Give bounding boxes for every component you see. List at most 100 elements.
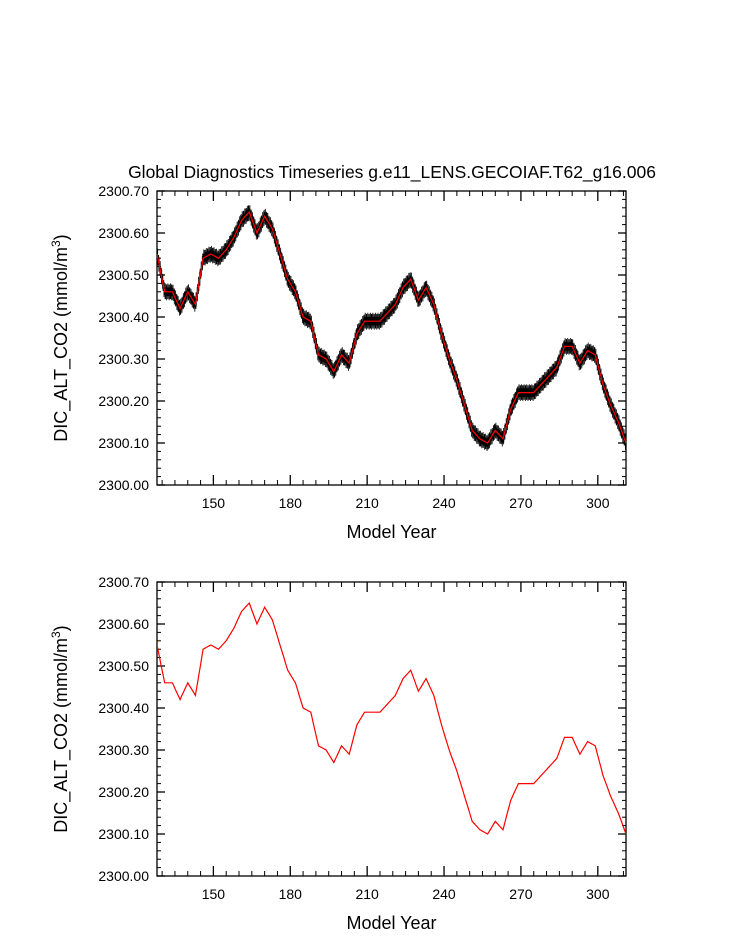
data-point	[464, 796, 465, 797]
data-point	[256, 623, 257, 624]
data-point	[610, 405, 611, 406]
data-point	[410, 279, 411, 280]
series-line-annual-mean	[157, 210, 626, 444]
x-tick-label: 240	[432, 886, 456, 902]
data-point	[372, 321, 373, 322]
data-point	[441, 333, 442, 334]
data-point	[295, 682, 296, 683]
data-point	[295, 291, 296, 292]
data-point	[410, 670, 411, 671]
data-point	[525, 783, 526, 784]
data-point	[349, 754, 350, 755]
y-tick-label: 2300.70	[98, 183, 149, 199]
data-point	[464, 405, 465, 406]
data-point	[387, 703, 388, 704]
data-point	[495, 821, 496, 822]
y-tick-label: 2300.30	[98, 742, 149, 758]
data-point	[256, 232, 257, 233]
data-point	[518, 783, 519, 784]
series-line-annual-mean	[157, 601, 626, 835]
data-point	[249, 211, 250, 212]
plot-frame	[156, 190, 627, 486]
data-point	[433, 304, 434, 305]
data-point	[187, 682, 188, 683]
data-point	[502, 829, 503, 830]
top-panel: 150 180 210 240 270 300 2300.00 2300.10 2300.20 2…	[49, 183, 627, 542]
y-axis-label-main: DIC_ALT_CO2 (mmol/m	[51, 638, 72, 833]
data-point	[364, 321, 365, 322]
data-point	[179, 699, 180, 700]
data-point	[449, 358, 450, 359]
x-tick-label: 180	[279, 886, 303, 902]
data-point	[241, 611, 242, 612]
data-point	[279, 253, 280, 254]
y-axis-label-main: DIC_ALT_CO2 (mmol/m	[51, 247, 72, 442]
data-point	[456, 770, 457, 771]
data-point	[472, 821, 473, 822]
bottom-panel: 150 180 210 240 270 300 2300.00 2300.10 2300.20 2…	[49, 574, 627, 933]
data-point	[556, 367, 557, 368]
data-point	[502, 438, 503, 439]
data-point	[318, 745, 319, 746]
data-point	[341, 745, 342, 746]
data-point	[541, 384, 542, 385]
data-point	[379, 712, 380, 713]
x-tick-label: 210	[355, 495, 379, 511]
data-point	[279, 644, 280, 645]
y-tick-label: 2300.40	[98, 700, 149, 716]
data-point	[218, 649, 219, 650]
data-point	[525, 392, 526, 393]
data-point	[510, 800, 511, 801]
y-tick-label: 2300.40	[98, 309, 149, 325]
data-point	[226, 640, 227, 641]
y-tick-label: 2300.50	[98, 658, 149, 674]
data-point	[456, 379, 457, 380]
data-point	[479, 438, 480, 439]
data-point	[618, 421, 619, 422]
data-point	[287, 279, 288, 280]
y-tick-label: 2300.30	[98, 351, 149, 367]
data-point	[241, 220, 242, 221]
data-point	[564, 346, 565, 347]
data-point	[172, 682, 173, 683]
y-tick-label: 2300.10	[98, 435, 149, 451]
data-point	[572, 346, 573, 347]
y-axis-label: DIC_ALT_CO2 (mmol/m3)	[49, 234, 72, 441]
x-axis-label: Model Year	[346, 522, 436, 542]
data-point	[187, 291, 188, 292]
data-point	[203, 649, 204, 650]
y-axis-label-close: )	[51, 625, 71, 631]
data-point	[364, 712, 365, 713]
x-tick-label: 270	[509, 495, 533, 511]
data-point	[418, 300, 419, 301]
data-point	[326, 358, 327, 359]
data-layer	[157, 601, 626, 835]
data-point	[564, 737, 565, 738]
data-point	[264, 607, 265, 608]
data-point	[264, 216, 265, 217]
data-point	[572, 737, 573, 738]
data-point	[218, 258, 219, 259]
data-point	[579, 754, 580, 755]
x-axis-label: Model Year	[346, 913, 436, 933]
data-point	[310, 321, 311, 322]
data-point	[618, 812, 619, 813]
data-point	[533, 783, 534, 784]
y-tick-label: 2300.00	[98, 868, 149, 884]
data-point	[579, 363, 580, 364]
data-point	[441, 724, 442, 725]
data-point	[210, 644, 211, 645]
y-tick-label: 2300.60	[98, 225, 149, 241]
data-point	[379, 321, 380, 322]
data-point	[533, 392, 534, 393]
data-point	[510, 409, 511, 410]
y-tick-label: 2300.20	[98, 393, 149, 409]
y-axis-label-close: )	[51, 234, 71, 240]
data-point	[602, 384, 603, 385]
data-point	[302, 707, 303, 708]
data-point	[587, 741, 588, 742]
y-axis-label: DIC_ALT_CO2 (mmol/m3)	[49, 625, 72, 832]
data-point	[233, 237, 234, 238]
data-point	[272, 619, 273, 620]
